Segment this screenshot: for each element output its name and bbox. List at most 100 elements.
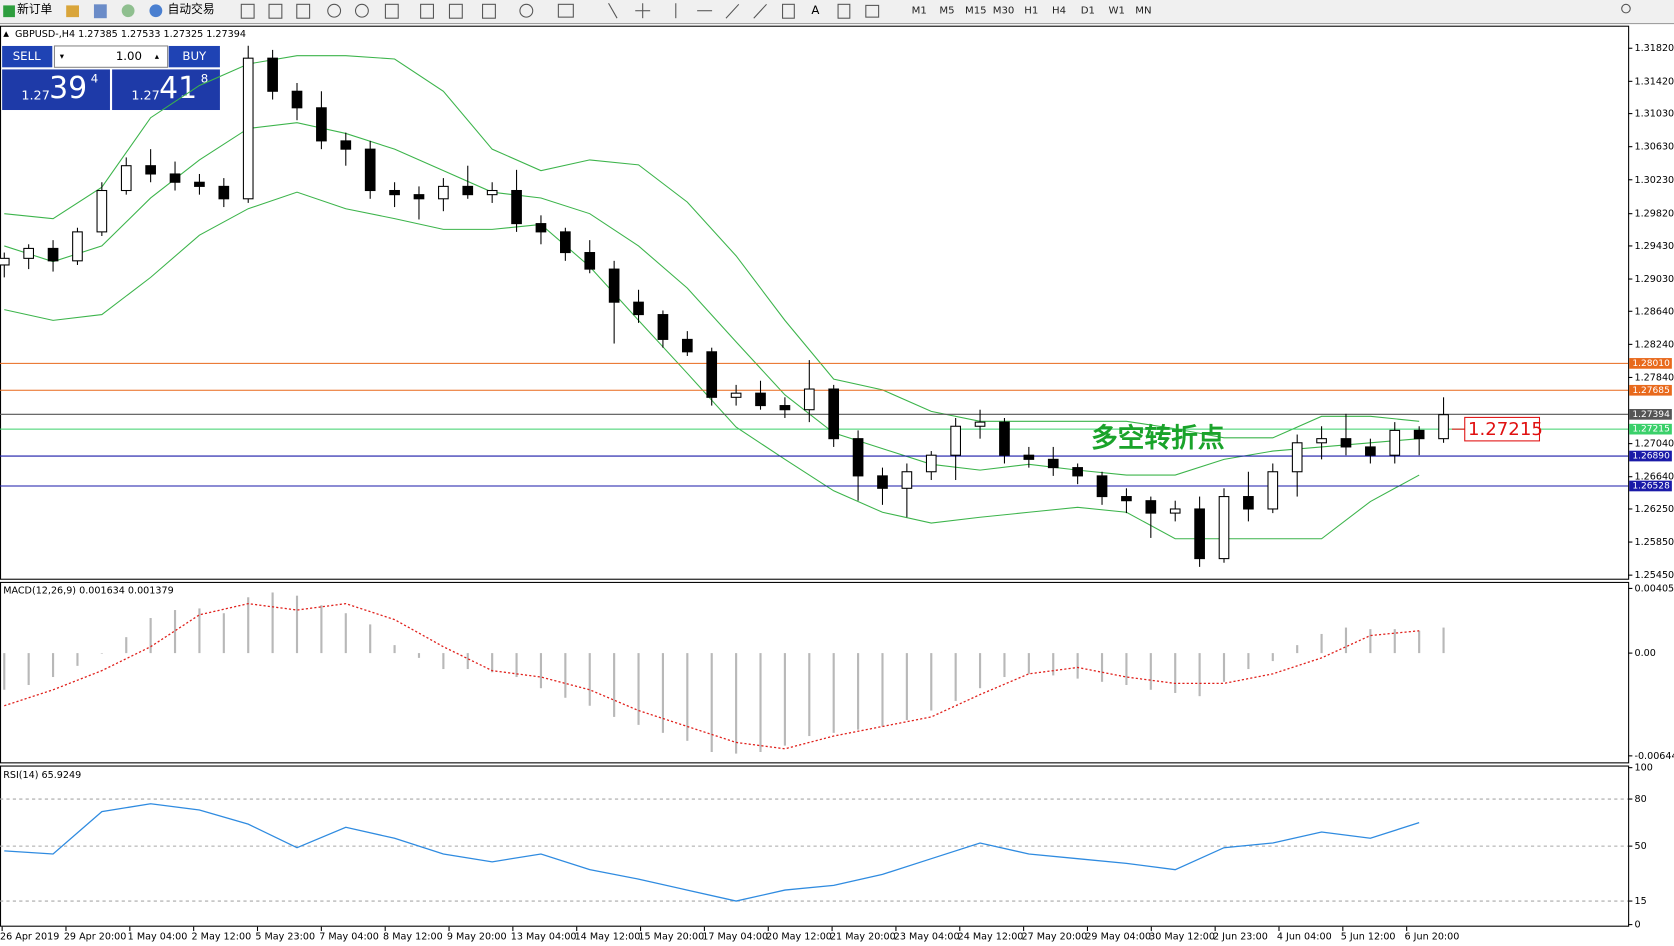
text-tool[interactable]: A bbox=[811, 3, 819, 17]
candle-body bbox=[560, 231, 571, 254]
macd-bar bbox=[222, 613, 225, 654]
new-order-button[interactable]: 新订单 bbox=[17, 2, 52, 16]
level-tag bbox=[1629, 384, 1672, 396]
macd-bar bbox=[710, 653, 713, 753]
arrow-tool[interactable] bbox=[865, 4, 880, 18]
autotrade-button[interactable]: 自动交易 bbox=[168, 2, 215, 16]
level-tag bbox=[1629, 480, 1672, 492]
cursor-tool[interactable] bbox=[608, 2, 618, 19]
label-tool[interactable] bbox=[837, 3, 851, 19]
x-tick-label: 8 May 12:00 bbox=[383, 931, 443, 942]
autotrade-icon[interactable] bbox=[149, 4, 163, 18]
y-tick-label: 0 bbox=[1634, 920, 1640, 931]
y-tick-label: 80 bbox=[1634, 794, 1646, 805]
buy-label[interactable]: BUY bbox=[182, 49, 207, 63]
tool-icon[interactable] bbox=[93, 4, 107, 19]
candle-body bbox=[72, 231, 83, 262]
macd-bar bbox=[783, 653, 786, 746]
macd-bar bbox=[1369, 629, 1372, 654]
candle-body bbox=[1389, 429, 1401, 456]
candle-body bbox=[1340, 438, 1352, 448]
timeframe-button[interactable]: M5 bbox=[939, 6, 954, 17]
timeframe-button[interactable]: MN bbox=[1135, 6, 1151, 17]
search-icon[interactable] bbox=[1621, 3, 1631, 14]
zoom-in[interactable] bbox=[327, 3, 342, 18]
macd-bar bbox=[1344, 627, 1348, 654]
candle-body bbox=[0, 257, 10, 266]
tool-icon[interactable] bbox=[296, 3, 311, 19]
y-tick-label: 1.26250 bbox=[1634, 504, 1674, 515]
tool-icon[interactable] bbox=[420, 3, 434, 19]
y-tick-label: 1.31030 bbox=[1634, 109, 1674, 120]
candle-body bbox=[1047, 458, 1059, 469]
collapse-arrow[interactable]: ▲ bbox=[3, 29, 9, 38]
y-tick-label: 50 bbox=[1634, 841, 1646, 852]
y-tick-label: 1.27040 bbox=[1634, 439, 1674, 450]
macd-bar bbox=[588, 653, 591, 706]
x-tick-label: 7 May 04:00 bbox=[319, 931, 379, 942]
candle-body bbox=[23, 247, 35, 259]
timeframe-button[interactable]: H1 bbox=[1024, 6, 1038, 17]
trend-tool[interactable] bbox=[725, 3, 740, 19]
fibo-tool[interactable] bbox=[782, 3, 795, 19]
level-tag bbox=[1629, 450, 1672, 462]
candle-body bbox=[974, 421, 986, 427]
tool-icon[interactable] bbox=[240, 3, 255, 19]
timeframe-button[interactable]: M1 bbox=[912, 6, 927, 17]
timeframe-button[interactable]: M15 bbox=[965, 6, 987, 17]
lot-down[interactable]: ▾ bbox=[60, 52, 65, 62]
zoom-out[interactable] bbox=[354, 3, 369, 18]
x-tick-label: 26 Apr 2019 bbox=[0, 931, 59, 942]
bid-pips: 39 bbox=[49, 71, 87, 106]
candle-body bbox=[1218, 496, 1230, 560]
tool-icon[interactable] bbox=[557, 3, 574, 18]
new-order-icon[interactable] bbox=[3, 5, 15, 18]
sell-label[interactable]: SELL bbox=[13, 49, 41, 63]
timeframe-button[interactable]: D1 bbox=[1081, 6, 1095, 17]
candle-body bbox=[340, 140, 352, 150]
timeframe-button[interactable]: W1 bbox=[1108, 6, 1124, 17]
ask-fraction: 8 bbox=[201, 72, 208, 86]
candle-body bbox=[999, 421, 1010, 456]
y-tick-label: 0.004055 bbox=[1634, 583, 1674, 594]
tool-icon[interactable] bbox=[482, 3, 496, 19]
timeframes: M1 M5 M15 M30 H1 H4 D1 W1 MN bbox=[912, 6, 1152, 17]
candle-body bbox=[779, 405, 791, 411]
macd-bar bbox=[686, 653, 689, 741]
tool-icon[interactable] bbox=[66, 5, 80, 18]
channel-tool[interactable] bbox=[753, 3, 767, 19]
x-tick-label: 20 May 12:00 bbox=[766, 931, 832, 942]
y-tick-label: 0.00 bbox=[1634, 648, 1655, 659]
macd-bar bbox=[1271, 653, 1274, 662]
lot-up[interactable]: ▴ bbox=[155, 52, 160, 62]
ask-box[interactable] bbox=[112, 69, 220, 111]
level-label: 1.27685 bbox=[1632, 386, 1669, 396]
macd-bar bbox=[613, 653, 616, 717]
buy-button[interactable] bbox=[168, 45, 220, 68]
level-label: 1.28010 bbox=[1632, 359, 1670, 369]
candle-body bbox=[169, 173, 181, 183]
x-tick-label: 15 May 20:00 bbox=[638, 931, 704, 942]
candle-body bbox=[608, 268, 620, 303]
timeframe-button[interactable]: M30 bbox=[993, 6, 1015, 17]
macd-bar bbox=[1149, 653, 1152, 690]
macd-bar bbox=[1296, 645, 1299, 654]
ask-pips: 41 bbox=[159, 71, 197, 106]
tool-icon[interactable] bbox=[268, 3, 283, 19]
macd-bar bbox=[271, 592, 274, 654]
lot-value[interactable]: 1.00 bbox=[116, 49, 142, 63]
tool-icon[interactable] bbox=[121, 4, 135, 18]
tool-icon[interactable] bbox=[384, 3, 399, 19]
candle-body bbox=[706, 351, 718, 398]
tool-icon[interactable] bbox=[519, 3, 534, 18]
timeframe-button[interactable]: H4 bbox=[1052, 6, 1066, 17]
bid-box[interactable] bbox=[2, 69, 110, 111]
tool-icon[interactable] bbox=[448, 3, 463, 19]
x-tick-label: 2 Jun 23:00 bbox=[1213, 931, 1268, 942]
sell-button[interactable] bbox=[2, 45, 53, 68]
macd-bar bbox=[661, 653, 664, 733]
y-tick-label: -0.006442 bbox=[1634, 751, 1674, 762]
rsi-line bbox=[4, 803, 1420, 902]
lot-input[interactable] bbox=[53, 45, 169, 68]
